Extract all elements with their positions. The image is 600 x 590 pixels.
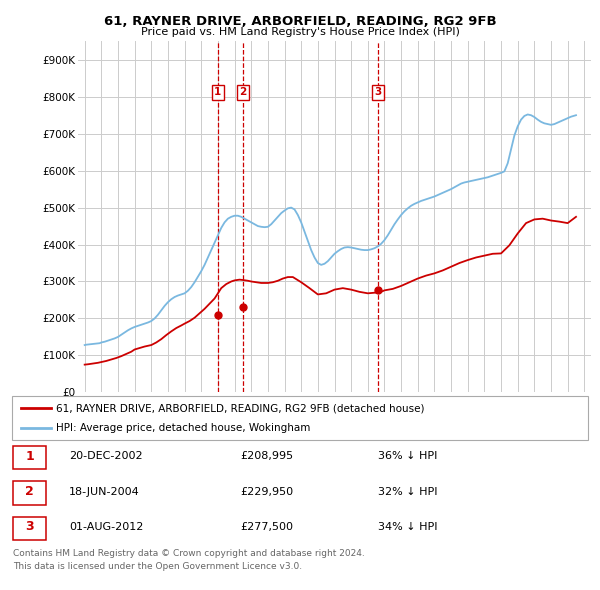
Text: 36% ↓ HPI: 36% ↓ HPI: [378, 451, 437, 461]
Text: 3: 3: [374, 87, 382, 97]
Text: HPI: Average price, detached house, Wokingham: HPI: Average price, detached house, Woki…: [56, 423, 310, 433]
Text: £208,995: £208,995: [240, 451, 293, 461]
Text: £229,950: £229,950: [240, 487, 293, 497]
Text: 61, RAYNER DRIVE, ARBORFIELD, READING, RG2 9FB (detached house): 61, RAYNER DRIVE, ARBORFIELD, READING, R…: [56, 403, 424, 413]
Text: 32% ↓ HPI: 32% ↓ HPI: [378, 487, 437, 497]
Text: 1: 1: [25, 450, 34, 463]
Text: 3: 3: [25, 520, 34, 533]
Text: 1: 1: [214, 87, 221, 97]
Text: Contains HM Land Registry data © Crown copyright and database right 2024.: Contains HM Land Registry data © Crown c…: [13, 549, 365, 558]
Text: This data is licensed under the Open Government Licence v3.0.: This data is licensed under the Open Gov…: [13, 562, 302, 571]
Text: Price paid vs. HM Land Registry's House Price Index (HPI): Price paid vs. HM Land Registry's House …: [140, 27, 460, 37]
Text: 2: 2: [25, 485, 34, 498]
Text: 2: 2: [239, 87, 247, 97]
Text: 01-AUG-2012: 01-AUG-2012: [69, 522, 143, 532]
Text: 34% ↓ HPI: 34% ↓ HPI: [378, 522, 437, 532]
Text: 20-DEC-2002: 20-DEC-2002: [69, 451, 143, 461]
Text: 61, RAYNER DRIVE, ARBORFIELD, READING, RG2 9FB: 61, RAYNER DRIVE, ARBORFIELD, READING, R…: [104, 15, 496, 28]
Text: 18-JUN-2004: 18-JUN-2004: [69, 487, 140, 497]
Text: £277,500: £277,500: [240, 522, 293, 532]
